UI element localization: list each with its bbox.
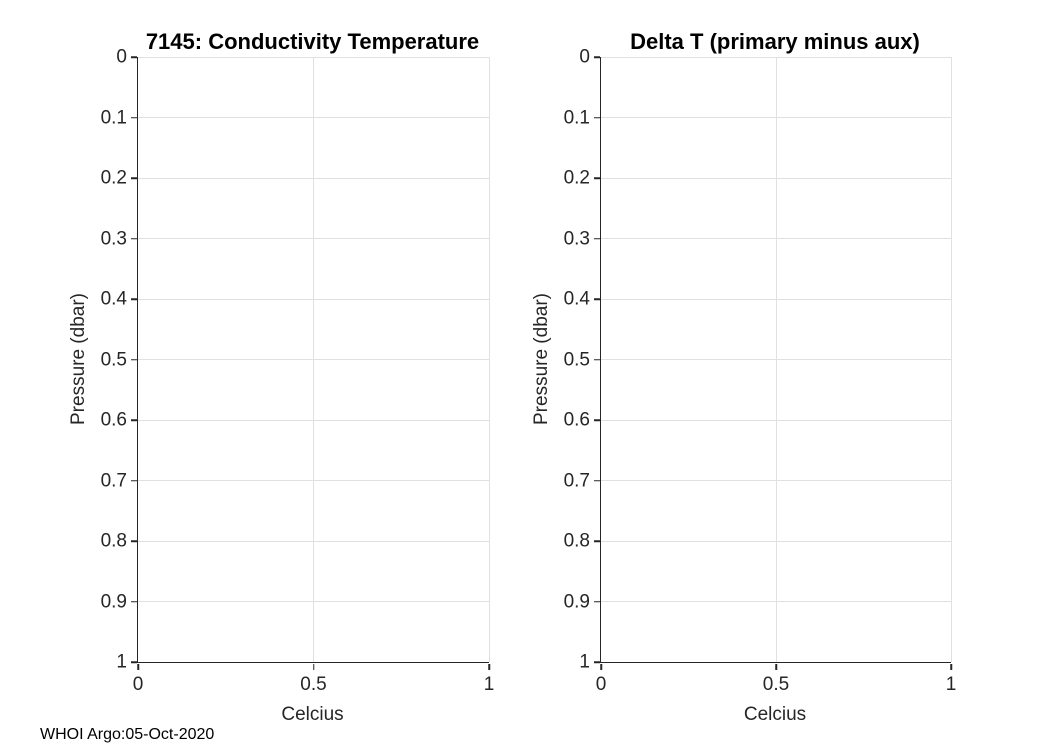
y-tick-mark [130, 540, 137, 542]
right-x-axis-label: Celcius [743, 704, 807, 725]
y-tick-label: 0.1 [563, 107, 590, 128]
x-tick-mark [600, 663, 602, 670]
y-tick-mark [130, 600, 137, 603]
x-tick-mark [488, 663, 490, 670]
h-gridline [601, 117, 952, 118]
y-tick-label: 0.8 [100, 530, 127, 552]
x-tick-mark [775, 663, 777, 670]
left-plot-area: 0 0.1 0.2 0.3 0.4 0.5 0.6 0.7 0.8 0.9 1 0 0.5 1 [101, 48, 495, 695]
h-gridline [601, 480, 952, 481]
h-gridline [601, 177, 952, 179]
x-tick-label: 0 [595, 674, 607, 695]
x-tick-label: 0.5 [762, 674, 790, 695]
y-tick-mark [593, 177, 600, 179]
y-tick-label: 0.7 [100, 470, 127, 491]
footer-annotation: WHOI Argo:05-Oct-2020 [40, 726, 215, 743]
y-tick-label: 0 [116, 46, 127, 68]
y-tick-label: 0.8 [563, 530, 590, 552]
h-gridline [138, 480, 490, 481]
h-gridline [138, 117, 490, 118]
y-tick-mark [593, 661, 600, 663]
y-tick-label: 0.3 [100, 228, 127, 249]
v-gridline [950, 57, 952, 662]
y-tick-mark [130, 56, 137, 58]
v-gridline [488, 57, 490, 662]
y-tick-mark [593, 479, 600, 482]
x-tick-label: 0 [132, 674, 144, 695]
y-tick-label: 0.4 [563, 288, 590, 310]
y-tick-label: 0.3 [563, 228, 590, 249]
x-tick-mark [137, 663, 139, 670]
x-tick-label: 1 [945, 674, 957, 695]
right-plot-title: Delta T (primary minus aux) [630, 29, 920, 54]
x-tick-mark [312, 663, 315, 670]
y-tick-mark [593, 540, 600, 542]
h-gridline [601, 419, 952, 421]
y-tick-mark [130, 479, 137, 482]
h-gridline [138, 540, 490, 542]
y-tick-mark [130, 237, 137, 240]
right-y-axis-label: Pressure (dbar) [531, 293, 552, 425]
h-gridline [138, 56, 490, 58]
h-gridline [138, 419, 490, 421]
y-tick-mark [593, 600, 600, 603]
y-tick-label: 0.5 [563, 349, 590, 370]
y-tick-mark [130, 298, 137, 300]
left-x-axis-label: Celcius [281, 704, 344, 725]
v-gridline [313, 57, 314, 662]
y-tick-label: 0.2 [100, 167, 127, 189]
y-tick-label: 0.9 [563, 591, 590, 612]
y-tick-label: 1 [579, 651, 590, 673]
h-gridline [138, 298, 490, 300]
h-gridline [601, 359, 952, 360]
right-plot-area: 0 0.1 0.2 0.3 0.4 0.5 0.6 0.7 0.8 0.9 1 0 0.5 1 [564, 48, 957, 695]
y-tick-label: 0.6 [563, 409, 590, 431]
h-gridline [601, 540, 952, 542]
y-tick-label: 0.2 [563, 167, 590, 189]
y-tick-mark [130, 116, 137, 119]
x-tick-mark [950, 663, 952, 670]
x-tick-label: 0.5 [300, 674, 327, 695]
h-gridline [138, 177, 490, 179]
y-tick-mark [593, 298, 600, 300]
y-tick-mark [130, 358, 137, 361]
left-y-axis-label: Pressure (dbar) [68, 293, 89, 425]
h-gridline [601, 56, 952, 58]
y-tick-mark [593, 56, 600, 58]
y-tick-mark [130, 177, 137, 179]
y-tick-mark [130, 419, 137, 421]
y-tick-mark [593, 237, 600, 240]
y-tick-label: 1 [116, 651, 127, 673]
h-gridline [601, 298, 952, 300]
y-tick-label: 0 [579, 46, 590, 68]
x-tick-label: 1 [483, 674, 495, 695]
h-gridline [601, 238, 952, 239]
y-tick-label: 0.4 [100, 288, 127, 310]
y-tick-label: 0.1 [100, 107, 127, 128]
y-tick-label: 0.9 [100, 591, 127, 612]
y-tick-label: 0.7 [563, 470, 590, 491]
left-plot-title: 7145: Conductivity Temperature [145, 29, 480, 54]
y-tick-label: 0.5 [100, 349, 127, 370]
y-tick-mark [593, 116, 600, 119]
v-gridline [775, 57, 777, 662]
y-tick-mark [130, 661, 137, 663]
h-gridline [138, 238, 490, 239]
h-gridline [601, 601, 952, 602]
y-tick-label: 0.6 [100, 409, 127, 431]
h-gridline [138, 601, 490, 602]
y-tick-mark [593, 419, 600, 421]
y-tick-mark [593, 358, 600, 361]
h-gridline [138, 359, 490, 360]
